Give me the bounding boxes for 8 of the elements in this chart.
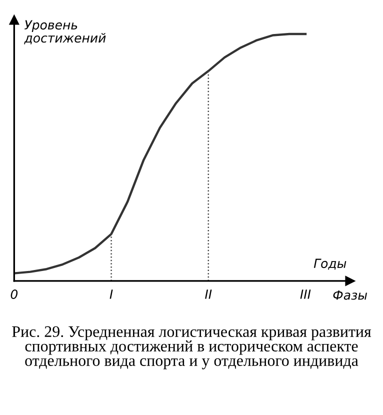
x-axis-title: Годы bbox=[314, 258, 346, 270]
y-axis-title: Уровень достижений bbox=[24, 20, 106, 44]
x-tick-label: 0 bbox=[10, 290, 18, 299]
x-tick-label: I bbox=[110, 290, 113, 299]
text: Фазы bbox=[333, 290, 368, 300]
x-tick-label: III bbox=[300, 290, 311, 299]
x-tick-label: II bbox=[205, 290, 212, 299]
text: Рис. 29. Усредненная логистическая кривая развития спортивных достижений в историческом аспекте отдельного вида спорта и у отдельного индивида bbox=[12, 326, 372, 370]
